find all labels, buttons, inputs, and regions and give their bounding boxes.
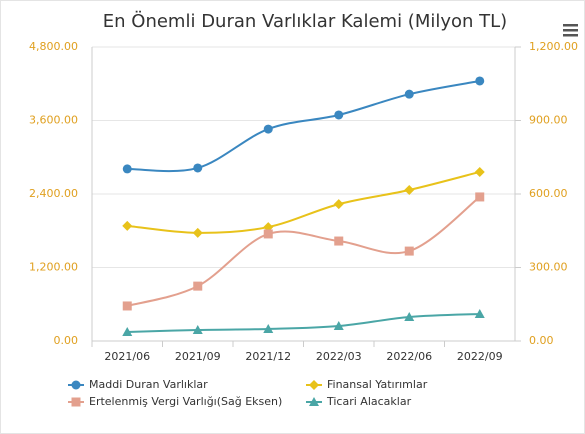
- point: [122, 326, 133, 336]
- menu-icon[interactable]: [563, 24, 578, 37]
- y-tick-label: 4,800.00: [29, 40, 78, 53]
- x-tick-label: 2022/09: [457, 350, 503, 363]
- point: [474, 166, 485, 177]
- x-tick-label: 2021/06: [104, 350, 150, 363]
- x-tick-label: 2022/03: [316, 350, 362, 363]
- y2-tick-label: 600.00: [529, 187, 568, 200]
- y2-tick-label: 0.00: [529, 334, 554, 347]
- point: [474, 308, 485, 318]
- x-tick-label: 2022/06: [386, 350, 432, 363]
- legend-marker: [71, 397, 81, 407]
- point: [193, 281, 203, 291]
- point: [404, 89, 414, 99]
- point: [263, 323, 274, 333]
- legend-label: Finansal Yatırımlar: [327, 378, 428, 391]
- point: [475, 76, 485, 86]
- point: [404, 185, 415, 196]
- x-tick-label: 2021/09: [175, 350, 221, 363]
- legend-marker: [309, 397, 319, 406]
- point: [334, 236, 344, 246]
- point: [192, 227, 203, 238]
- chart-title: En Önemli Duran Varlıklar Kalemi (Milyon…: [103, 10, 507, 32]
- point: [333, 320, 344, 330]
- point: [475, 192, 485, 202]
- y-tick-label: 0.00: [54, 334, 79, 347]
- x-tick-label: 2021/12: [245, 350, 291, 363]
- point: [404, 311, 415, 321]
- y2-tick-label: 300.00: [529, 261, 568, 274]
- y2-tick-label: 1,200.00: [529, 40, 578, 53]
- point: [263, 229, 273, 239]
- point: [263, 124, 273, 134]
- y-tick-label: 2,400.00: [29, 187, 78, 200]
- legend-marker: [309, 380, 319, 390]
- point: [193, 163, 203, 173]
- y2-tick-label: 900.00: [529, 114, 568, 127]
- point: [333, 199, 344, 210]
- legend-label: Maddi Duran Varlıklar: [89, 378, 208, 391]
- point: [122, 164, 132, 174]
- y-tick-label: 3,600.00: [29, 114, 78, 127]
- series-line: [127, 170, 480, 234]
- legend-label: Ticari Alacaklar: [326, 395, 412, 408]
- point: [122, 220, 133, 231]
- point: [404, 246, 414, 256]
- point: [192, 324, 203, 334]
- point: [122, 301, 132, 311]
- point: [334, 110, 344, 120]
- series-line: [127, 312, 480, 333]
- legend-label: Ertelenmiş Vergi Varlığı(Sağ Eksen): [89, 395, 282, 408]
- series-line: [127, 80, 480, 173]
- legend-marker: [71, 380, 81, 390]
- y-tick-label: 1,200.00: [29, 261, 78, 274]
